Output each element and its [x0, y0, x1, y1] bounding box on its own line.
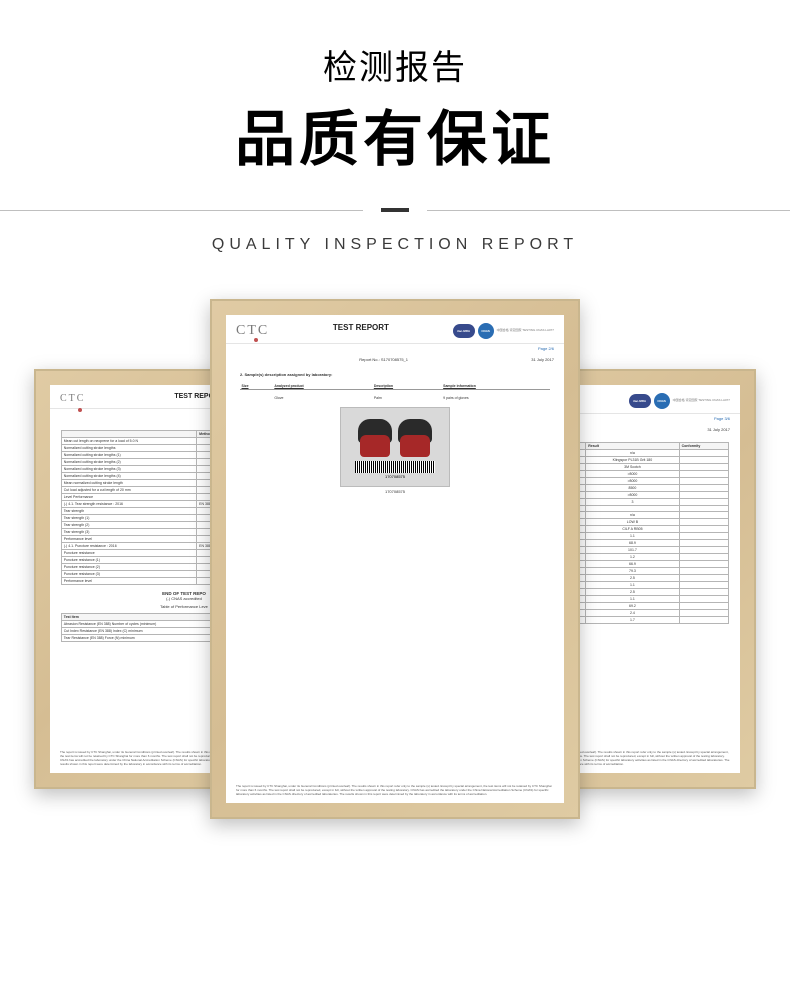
report-date: 31 July 2017 [707, 427, 730, 432]
divider-line-left [0, 210, 363, 211]
report-no: Report No.: S170708575_1 [359, 357, 408, 362]
ilac-badge-icon: ilac-MRA [629, 394, 651, 408]
report-frame-center: CTC TEST REPORT ilac-MRA CNAS 中国合格 评定国家 … [210, 299, 580, 819]
ctc-logo: CTC [60, 393, 85, 404]
section-main-title: 品质有保证 [0, 91, 790, 178]
glove-left-icon [356, 415, 394, 457]
ilac-badge-icon: ilac-MRA [453, 324, 475, 338]
section-subtitle: 检测报告 [0, 40, 790, 89]
glove-right-icon [396, 415, 434, 457]
cnas-badge-text: 中国合格 评定国家 TESTING CNAS LA077 [497, 329, 554, 332]
page-indicator: Page 2/6 [226, 344, 564, 351]
sample-photo: 170708575 [340, 407, 450, 487]
ctc-dot-icon [254, 338, 258, 342]
cnas-badge-icon: CNAS [654, 393, 670, 409]
barcode-icon [355, 461, 435, 473]
ctc-logo: CTC [236, 323, 269, 338]
doc-title: TEST REPORT [333, 323, 389, 332]
english-subtitle: QUALITY INSPECTION REPORT [0, 236, 790, 254]
report-date: 31 July 2017 [531, 357, 554, 362]
divider-center-mark [381, 208, 409, 212]
divider-line-right [427, 210, 790, 211]
sample-description-table: SizeAnalyzed productDescriptionSample in… [240, 383, 551, 401]
footer-disclaimer: The report is issued by CTC Shanghai, un… [236, 785, 554, 797]
divider [0, 208, 790, 212]
sample-section-label: 2. Sample(s) description assigned by lab… [226, 368, 564, 379]
cnas-badge-icon: CNAS [478, 323, 494, 339]
ctc-dot-icon [78, 408, 82, 412]
report-paper-center: CTC TEST REPORT ilac-MRA CNAS 中国合格 评定国家 … [226, 315, 564, 803]
reports-stage: CTC TEST REPOR Report No MethodClient Re… [0, 299, 790, 919]
cnas-badge-text: 中国合格 评定国家 TESTING CNAS LA077 [673, 399, 730, 402]
barcode-number: 170708575 [385, 474, 405, 479]
photo-caption: 170708575 [226, 489, 564, 494]
